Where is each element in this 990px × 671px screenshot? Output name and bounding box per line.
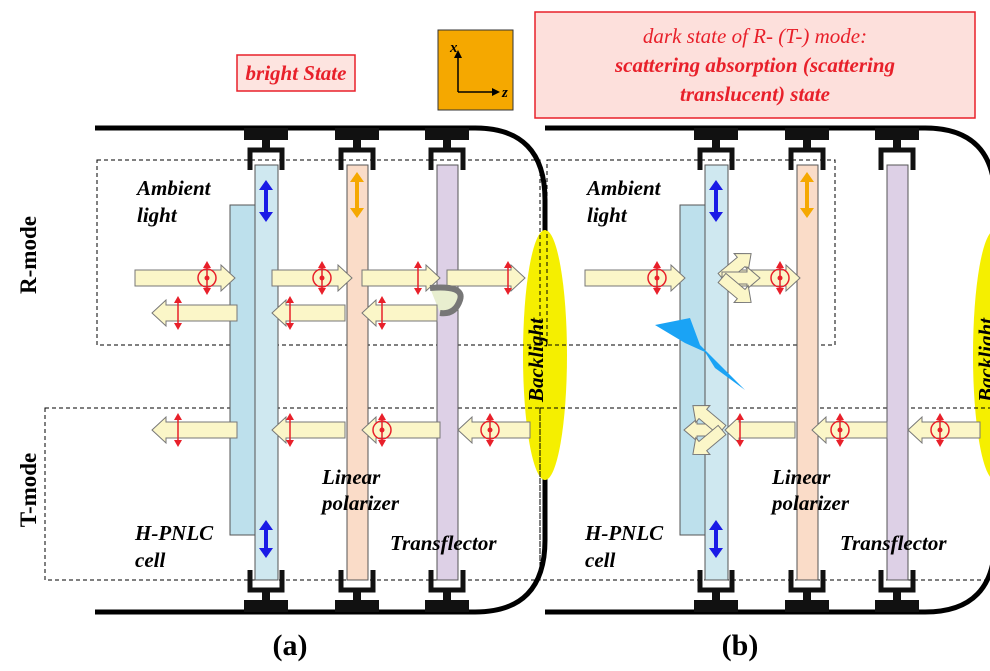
light-arrow — [152, 417, 237, 443]
dark-line-2: scattering absorption (scattering — [614, 53, 895, 77]
clamp-bar — [785, 128, 829, 140]
label: light — [137, 203, 178, 227]
diagram: bright State x z dark state of R- (T-) m… — [0, 0, 990, 671]
clamp-bar — [694, 600, 738, 612]
clamp-bar — [694, 128, 738, 140]
bright-label: bright State — [246, 61, 347, 85]
polarization-dot — [938, 428, 943, 433]
clamp-bar — [875, 128, 919, 140]
light-arrow — [725, 417, 795, 443]
t-mode-label: T-mode — [16, 453, 41, 528]
label: H-PNLC — [584, 521, 664, 545]
polarization-dot — [778, 276, 783, 281]
transflector — [887, 165, 908, 580]
light-arrow — [152, 300, 237, 326]
polarizer — [797, 165, 818, 580]
clamp-bar — [335, 128, 379, 140]
clamp-bar — [425, 600, 469, 612]
light-arrow — [272, 265, 352, 291]
label: Transflector — [390, 531, 497, 555]
axis-x: x — [449, 40, 458, 56]
polarization-dot — [320, 276, 325, 281]
label: cell — [585, 548, 615, 572]
clamp-bar — [244, 128, 288, 140]
label: cell — [135, 548, 165, 572]
clamp-bar — [875, 600, 919, 612]
label: (b) — [722, 629, 759, 662]
backlight-label: Backlight — [524, 317, 548, 403]
clamp-bar — [785, 600, 829, 612]
clamp-bar — [425, 128, 469, 140]
label: Ambient — [135, 176, 212, 200]
light-arrow — [458, 417, 530, 443]
light-arrow — [447, 265, 525, 291]
light-arrow — [585, 265, 685, 291]
dark-line-3: translucent) state — [680, 82, 830, 106]
light-arrow — [272, 300, 345, 326]
clamp-bar — [244, 600, 288, 612]
cell — [680, 205, 705, 535]
label: polarizer — [320, 491, 400, 515]
cell — [230, 205, 255, 535]
r-mode-label: R-mode — [16, 216, 41, 294]
label: Ambient — [585, 176, 662, 200]
light-arrow — [362, 265, 440, 291]
polarization-dot — [380, 428, 385, 433]
transflector — [437, 165, 458, 580]
dark-line-1: dark state of R- (T-) mode: — [643, 24, 867, 48]
backlight-label: Backlight — [974, 317, 990, 403]
axis-z: z — [501, 85, 508, 101]
light-arrow — [908, 417, 980, 443]
polarization-dot — [488, 428, 493, 433]
label: Linear — [321, 465, 381, 489]
polarizer — [347, 165, 368, 580]
label: H-PNLC — [134, 521, 214, 545]
polarization-dot — [838, 428, 843, 433]
label: (a) — [273, 629, 308, 662]
label: polarizer — [770, 491, 850, 515]
light-arrow — [272, 417, 345, 443]
light-arrow — [362, 300, 437, 326]
clamp-bar — [335, 600, 379, 612]
polarization-dot — [655, 276, 660, 281]
label: light — [587, 203, 628, 227]
label: Linear — [771, 465, 831, 489]
panel-b: Backlight Ambient light Linearpolarizer H-PN… — [540, 128, 990, 662]
light-arrow — [135, 265, 235, 291]
label: Transflector — [840, 531, 947, 555]
polarization-dot — [205, 276, 210, 281]
cell-glass — [255, 165, 278, 580]
